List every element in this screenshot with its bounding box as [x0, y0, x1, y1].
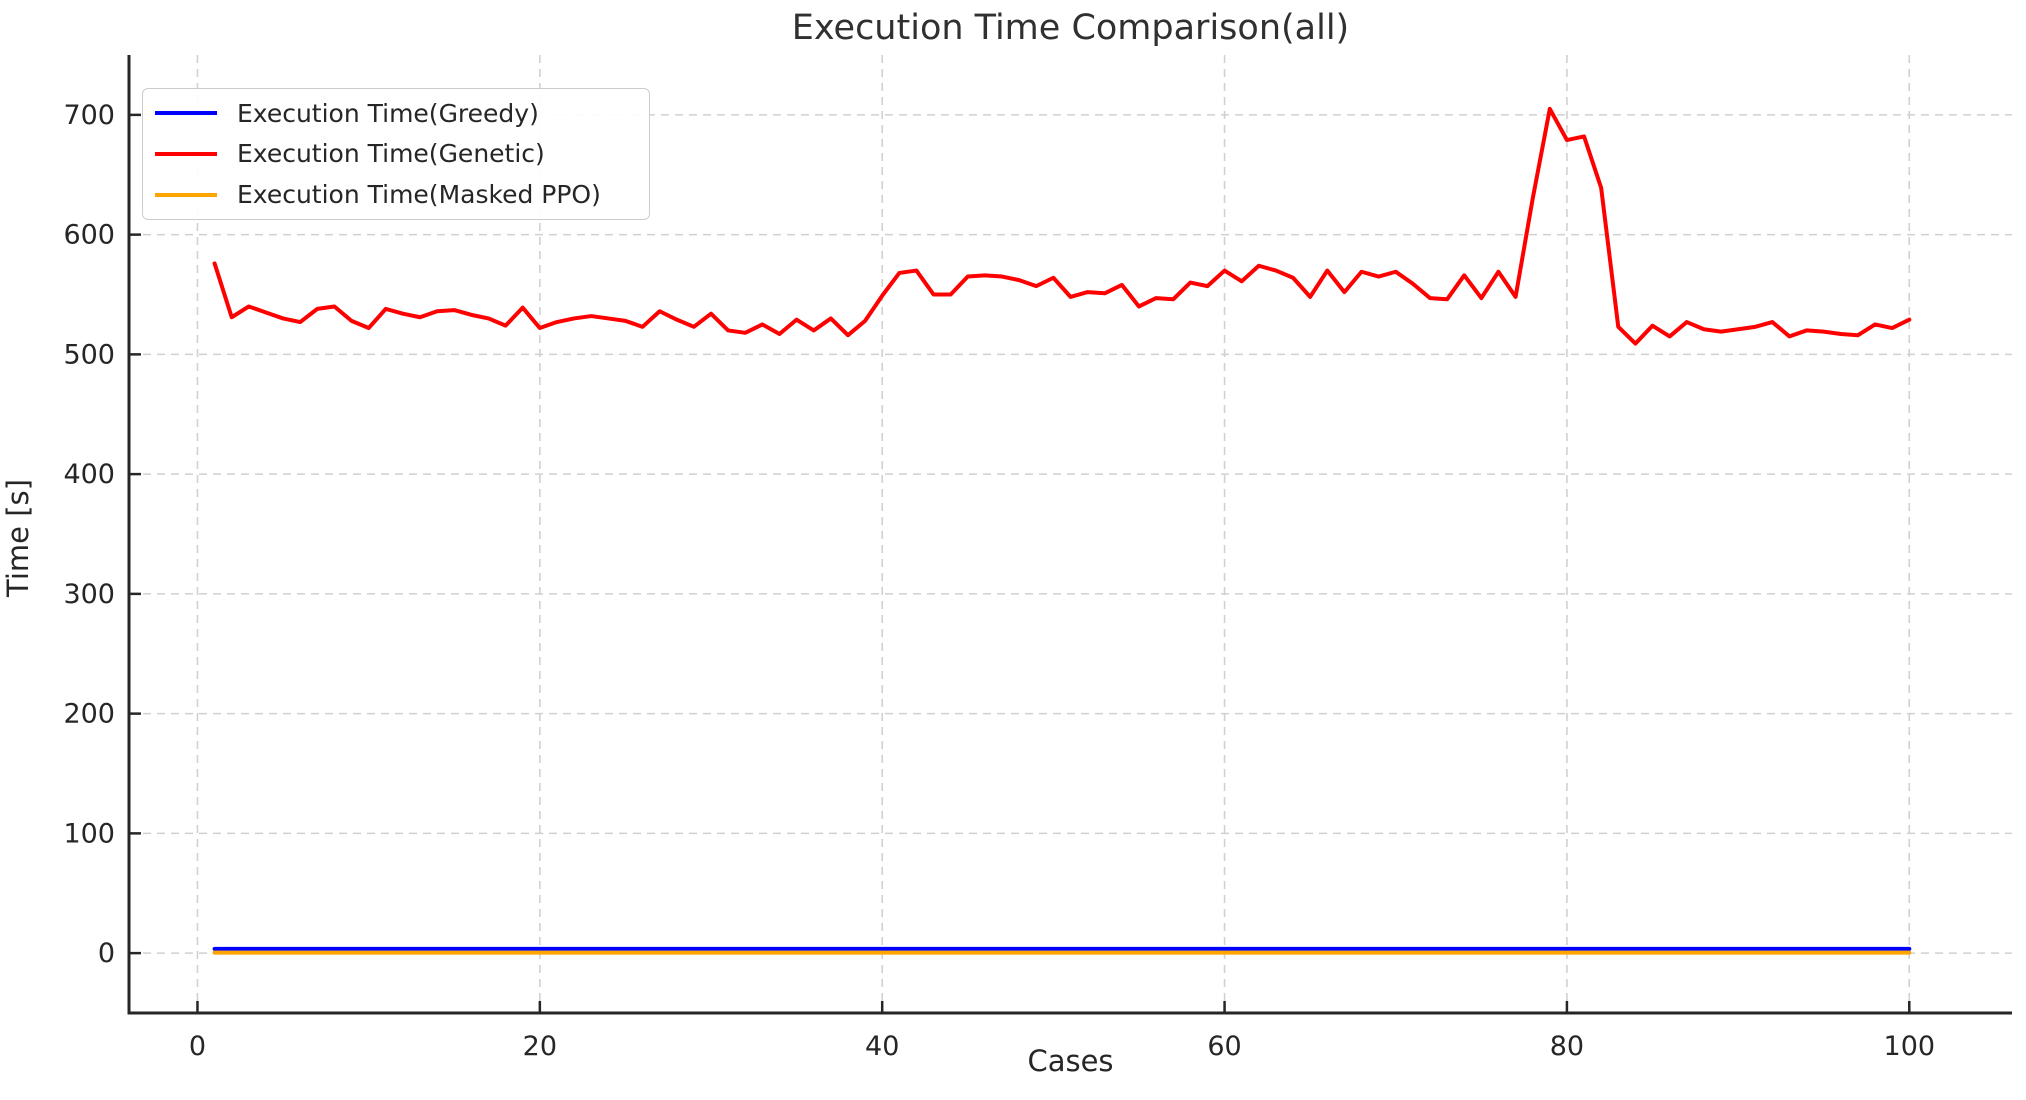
legend-entry-ppo: Execution Time(Masked PPO) [143, 177, 649, 213]
chart-title: Execution Time Comparison(all) [791, 8, 1350, 48]
legend-label-genetic: Execution Time(Genetic) [237, 139, 545, 169]
svg-text:600: 600 [63, 220, 115, 251]
x-axis-label: Cases [1027, 1044, 1114, 1078]
legend-swatch-ppo [155, 192, 217, 197]
legend-swatch-greedy [155, 111, 217, 116]
svg-text:80: 80 [1550, 1031, 1584, 1062]
svg-text:60: 60 [1207, 1031, 1241, 1062]
svg-text:0: 0 [189, 1031, 206, 1062]
svg-text:400: 400 [63, 459, 115, 490]
svg-text:200: 200 [63, 699, 115, 730]
svg-text:500: 500 [63, 339, 115, 370]
svg-text:100: 100 [1884, 1031, 1936, 1062]
svg-text:20: 20 [523, 1031, 557, 1062]
legend-entry-greedy: Execution Time(Greedy) [143, 95, 649, 131]
svg-text:0: 0 [98, 938, 115, 969]
legend: Execution Time(Greedy) Execution Time(Ge… [142, 88, 650, 220]
legend-label-ppo: Execution Time(Masked PPO) [237, 180, 601, 210]
y-axis-label: Time [s] [1, 479, 35, 597]
svg-text:700: 700 [63, 100, 115, 131]
legend-entry-genetic: Execution Time(Genetic) [143, 136, 649, 172]
svg-text:40: 40 [865, 1031, 899, 1062]
legend-label-greedy: Execution Time(Greedy) [237, 98, 539, 128]
svg-text:300: 300 [63, 579, 115, 610]
svg-text:100: 100 [63, 818, 115, 849]
legend-swatch-genetic [155, 151, 217, 156]
